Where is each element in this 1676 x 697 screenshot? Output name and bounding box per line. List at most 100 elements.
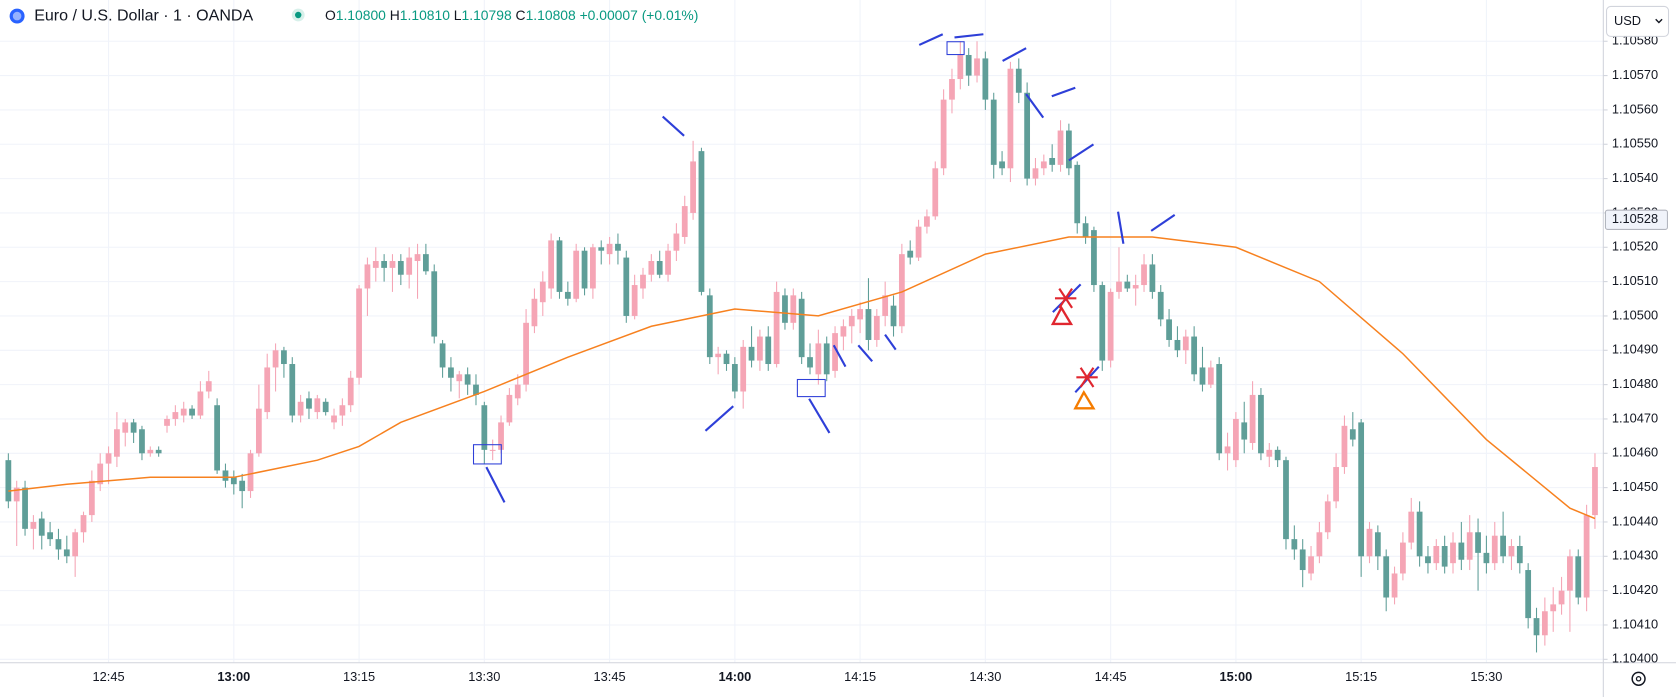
market-status[interactable] [295, 11, 302, 19]
candle-body [1458, 542, 1465, 560]
low-label: L [454, 7, 462, 23]
candle-body [706, 295, 713, 358]
y-tick-label: 1.10400 [1612, 651, 1658, 666]
candle-body [539, 281, 546, 303]
candle-body [932, 168, 939, 217]
candle-body [798, 298, 805, 358]
x-tick-label: 15:15 [1345, 669, 1377, 684]
drawings [472, 33, 1176, 503]
candle-body [88, 480, 95, 516]
candle-body [1450, 542, 1456, 564]
y-tick-label: 1.10570 [1612, 67, 1658, 82]
candle-body [381, 261, 388, 268]
high-label: H [390, 7, 400, 23]
x-tick-label: 13:45 [594, 669, 626, 684]
header: Euro / U.S. Dollar · 1 · OANDA O1.10800 … [9, 6, 698, 24]
candle-body [1516, 546, 1523, 564]
candle-body [1166, 319, 1172, 340]
trend-line [857, 344, 874, 363]
candle-body [364, 264, 371, 289]
currency-box[interactable] [1605, 5, 1670, 37]
overlay [8, 236, 1596, 520]
candle-body [1091, 230, 1097, 286]
candle-body [189, 408, 195, 416]
candle-body [673, 233, 680, 251]
candle-body [339, 405, 346, 416]
x-tick-label: 14:30 [969, 669, 1001, 684]
candle-body [648, 261, 655, 275]
candle-body [297, 401, 304, 416]
trend-line [1150, 214, 1176, 232]
candle-body [865, 309, 872, 340]
candle-body [473, 384, 479, 395]
candle-body [631, 285, 638, 316]
currency[interactable]: USD [1614, 13, 1641, 28]
candle-body [147, 449, 154, 454]
candle-body [573, 250, 580, 299]
candle-body [155, 449, 162, 454]
candle-body [414, 254, 421, 262]
candle-body [1124, 281, 1131, 289]
candle-body [832, 333, 838, 371]
low-value: 1.10798 [462, 7, 512, 23]
candle-body [1216, 364, 1223, 454]
candle-body [698, 151, 705, 292]
candle-body [72, 532, 79, 557]
candle-body [1358, 422, 1365, 557]
currency-button[interactable]: USD [1605, 5, 1670, 37]
candle-body [1057, 130, 1064, 165]
candle-body [1149, 264, 1156, 292]
candle-body [1283, 460, 1289, 540]
candle-body [615, 243, 621, 251]
x-tick-label: 13:30 [468, 669, 500, 684]
candle-body [723, 353, 730, 365]
candle-body [823, 343, 830, 375]
candle-body [640, 274, 646, 289]
candle-body [347, 377, 354, 406]
open-label: O [325, 7, 336, 23]
candle-body [1132, 285, 1139, 289]
candle-body [1416, 511, 1423, 557]
symbol-title[interactable]: Euro / U.S. Dollar · 1 · OANDA [34, 6, 253, 24]
candle-body [840, 326, 847, 337]
candle-body [289, 364, 296, 416]
candle-body [1191, 336, 1198, 375]
candle-body [757, 336, 763, 361]
last-price-label: 1.10528 [1612, 211, 1658, 226]
candle-body [38, 518, 45, 536]
candle-body [1049, 157, 1056, 165]
candle-body [164, 418, 170, 426]
candle-body [1491, 535, 1498, 564]
signal-star [1058, 288, 1073, 309]
trend-line [485, 466, 506, 503]
candle-body [272, 350, 279, 368]
candle-body [322, 401, 329, 413]
x-tick-label: 14:00 [718, 669, 751, 684]
candle-body [431, 271, 438, 337]
candle-body [281, 350, 287, 365]
candle-body [1032, 168, 1039, 179]
candle-body [1433, 546, 1440, 564]
candle-body [740, 346, 747, 392]
y-tick-label: 1.10420 [1612, 582, 1658, 597]
candle-body [731, 364, 738, 392]
candle-body [97, 463, 104, 485]
candle-body [1366, 528, 1373, 557]
candle-body [214, 405, 221, 471]
candle-body [1483, 552, 1490, 564]
candle-body [22, 487, 28, 529]
y-tick-label: 1.10550 [1612, 136, 1658, 151]
candle-body [1241, 422, 1248, 440]
candle-body [782, 295, 788, 323]
candle-body [882, 295, 889, 316]
settings-button[interactable] [1631, 671, 1646, 686]
trend-line [1025, 93, 1045, 119]
settings-gear[interactable] [1631, 671, 1646, 686]
candle-body [715, 353, 722, 358]
candle-body [1207, 367, 1214, 385]
candle-body [481, 405, 488, 450]
candle-body [1408, 511, 1415, 543]
candle-body [965, 54, 972, 76]
